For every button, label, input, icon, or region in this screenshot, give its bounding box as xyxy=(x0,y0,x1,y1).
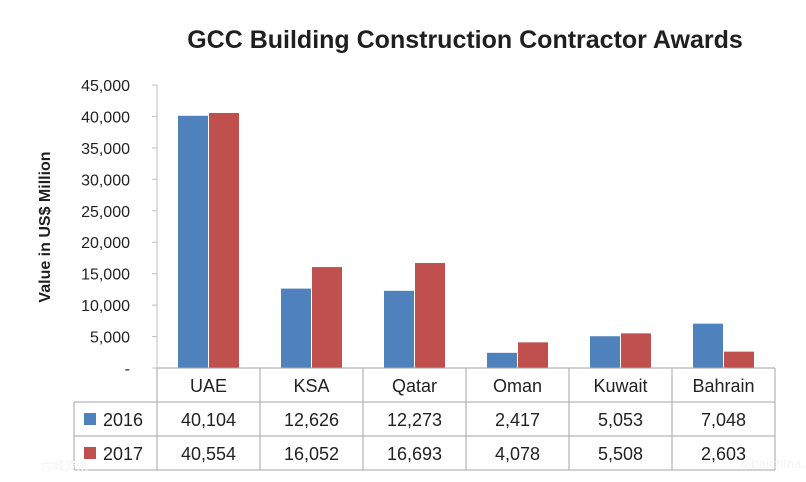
table-cell-2016-uae: 40,104 xyxy=(181,410,236,430)
table-cell-2016-qatar: 12,273 xyxy=(387,410,442,430)
table-cell-2017-bahrain: 2,603 xyxy=(701,444,746,464)
bar-2017-qatar xyxy=(415,263,445,368)
y-tick-label: 45,000 xyxy=(81,78,130,95)
legend-swatch-2017 xyxy=(84,447,96,459)
category-label-bahrain: Bahrain xyxy=(692,376,754,396)
table-cell-2017-kuwait: 5,508 xyxy=(598,444,643,464)
category-label-qatar: Qatar xyxy=(392,376,437,396)
y-tick-label: 5,000 xyxy=(90,330,130,347)
watermark-right: dibaichina.com xyxy=(740,457,806,471)
category-label-ksa: KSA xyxy=(293,376,329,396)
bar-2016-ksa xyxy=(281,288,311,368)
bar-2016-uae xyxy=(178,115,208,368)
table-cell-2017-uae: 40,554 xyxy=(181,444,236,464)
category-label-oman: Oman xyxy=(493,376,542,396)
table-cell-2017-oman: 4,078 xyxy=(495,444,540,464)
table-cell-2017-qatar: 16,693 xyxy=(387,444,442,464)
table-cell-2017-ksa: 16,052 xyxy=(284,444,339,464)
y-tick-label: 40,000 xyxy=(81,109,130,126)
table-cell-2016-bahrain: 7,048 xyxy=(701,410,746,430)
y-axis: - 5,000 10,000 15,000 20,000 25,000 30,000 35,0… xyxy=(81,78,158,378)
category-label-uae: UAE xyxy=(190,376,227,396)
bar-2017-bahrain xyxy=(724,351,754,368)
bar-2017-uae xyxy=(209,112,239,368)
y-tick-label: 20,000 xyxy=(81,235,130,252)
bar-2016-oman xyxy=(487,352,517,368)
table-cell-2016-kuwait: 5,053 xyxy=(598,410,643,430)
bar-2017-ksa xyxy=(312,267,342,368)
y-tick-label: - xyxy=(125,361,130,378)
bar-2016-qatar xyxy=(384,290,414,368)
bar-2016-kuwait xyxy=(590,336,620,368)
y-tick-label: 15,000 xyxy=(81,267,130,284)
y-axis-label: Value in US$ Million xyxy=(37,151,54,302)
chart-title: GCC Building Construction Contractor Awa… xyxy=(187,26,743,54)
bar-2017-kuwait xyxy=(621,333,651,368)
y-tick-label: 25,000 xyxy=(81,204,130,221)
y-tick-label: 35,000 xyxy=(81,141,130,158)
legend-label-2016: 2016 xyxy=(103,410,143,430)
bar-series xyxy=(178,112,754,368)
bar-2017-oman xyxy=(518,342,548,368)
y-tick-label: 10,000 xyxy=(81,298,130,315)
table-cell-2016-ksa: 12,626 xyxy=(284,410,339,430)
table-cell-2016-oman: 2,417 xyxy=(495,410,540,430)
data-table: UAE KSA Qatar Oman Kuwait Bahrain 2016 40,104 12… xyxy=(73,367,776,471)
legend-swatch-2016 xyxy=(84,413,96,425)
legend-label-2017: 2017 xyxy=(103,444,143,464)
watermark-left: 六城资讯 xyxy=(40,459,88,473)
category-label-kuwait: Kuwait xyxy=(593,376,647,396)
y-tick-label: 30,000 xyxy=(81,172,130,189)
bar-2016-bahrain xyxy=(693,323,723,368)
